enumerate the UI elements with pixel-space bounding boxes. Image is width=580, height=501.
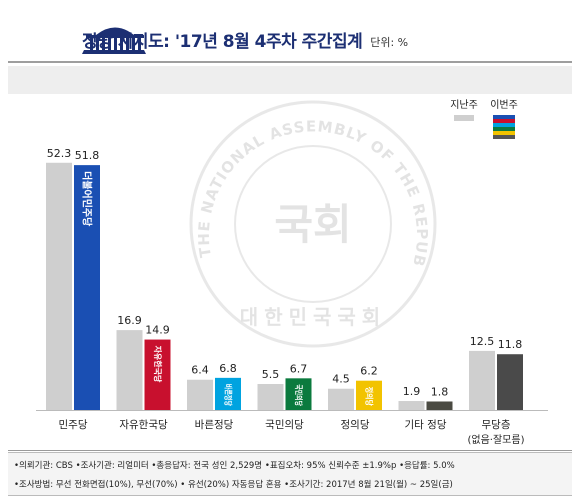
bar-previous-week — [187, 379, 213, 410]
bar-current-week — [74, 165, 100, 410]
legend-current-swatch — [493, 115, 515, 119]
bar-group-2: 바른정당 6.4 6.8 바른정당 — [187, 362, 241, 431]
category-label: 자유한국당 — [119, 419, 168, 431]
header-band — [8, 66, 572, 95]
value-label-current: 51.8 — [75, 149, 100, 162]
legend-current-label: 이번주 — [490, 99, 518, 111]
footer-line-1: •의뢰기관: CBS •조사기관: 리얼미터 •총응답자: 전국 성인 2,52… — [14, 461, 455, 471]
category-label: 무당층 — [482, 419, 511, 431]
value-label-previous: 12.5 — [470, 335, 495, 348]
watermark-inner-ring — [234, 145, 392, 303]
footer-line-2: •조사방법: 무선 전화면접(10%), 무선(70%) • 유선(20%) 자… — [14, 480, 453, 490]
header-graphics — [82, 27, 146, 54]
watermark-outer-ring — [189, 100, 437, 348]
unit-label: 단위: % — [370, 36, 409, 49]
chart-title: 정당 지지도: '17년 8월 4주차 주간집계 — [82, 32, 363, 52]
bar-current-week — [144, 339, 171, 410]
party-logo-label: 국민의당 — [294, 384, 304, 406]
watermark-seal: THE NATIONAL ASSEMBLY OF THE REPUBLIC OF… — [8, 94, 437, 348]
value-label-current: 14.9 — [145, 324, 170, 337]
national-assembly-icon — [82, 27, 146, 54]
bar-previous-week — [46, 162, 72, 410]
bar-group-3: 국민의당 5.5 6.7 국민의당 — [257, 362, 312, 431]
value-label-previous: 52.3 — [47, 147, 72, 160]
header-rule — [8, 61, 572, 63]
value-label-previous: 6.4 — [191, 364, 209, 377]
value-label-previous: 5.5 — [262, 368, 280, 381]
value-label-previous: 16.9 — [117, 314, 142, 327]
party-logo-label: 더불어민주당 — [81, 171, 94, 227]
bar-group-1: 자유한국당 16.914.9 자유한국당 — [116, 314, 171, 431]
bar-previous-week — [469, 350, 495, 410]
bar-current-week — [426, 401, 453, 410]
bar-chart: THE NATIONAL ASSEMBLY OF THE REPUBLIC OF… — [8, 94, 548, 446]
bar-previous-week — [328, 388, 354, 410]
legend-current-swatch — [493, 135, 515, 139]
survey-footer: •의뢰기관: CBS •조사기관: 리얼미터 •총응답자: 전국 성인 2,52… — [8, 452, 572, 496]
party-logo-label: 정의당 — [364, 387, 374, 407]
bar-previous-week — [257, 384, 284, 410]
legend-current-swatch — [493, 123, 515, 127]
value-label-current: 6.8 — [219, 362, 237, 375]
bar-current-week — [215, 377, 241, 410]
category-sublabel: (없음·잘모름) — [468, 433, 525, 446]
legend-current-swatch — [493, 119, 515, 123]
title-row: 정당 지지도: '17년 8월 4주차 주간집계 단위: % — [82, 22, 408, 52]
legend-current-swatch — [493, 131, 515, 135]
value-label-current: 6.7 — [290, 362, 308, 375]
watermark-bottom-text: 대한민국국회 — [240, 305, 386, 329]
chart-area: THE NATIONAL ASSEMBLY OF THE REPUBLIC OF… — [8, 94, 572, 451]
category-label: 정의당 — [341, 419, 370, 431]
category-label: 국민의당 — [265, 419, 304, 431]
bar-group-6: 12.5 11.8 무당층 (없음·잘모름) — [468, 335, 525, 446]
watermark-center-text: 국회 — [274, 200, 351, 249]
party-logo-label: 자유한국당 — [153, 346, 163, 383]
legend: 지난주 이번주 — [450, 99, 518, 139]
bar-previous-week — [398, 401, 425, 410]
bar-current-week — [497, 354, 523, 410]
bar-group-4: 정의당 4.5 6.2 정의당 — [328, 365, 382, 431]
party-logo-label: 바른정당 — [223, 384, 233, 407]
value-label-current: 11.8 — [498, 338, 523, 351]
value-label-previous: 4.5 — [332, 373, 350, 386]
category-label: 기타 정당 — [405, 419, 447, 431]
bar-group-5: 1.9 1.8 기타 정당 — [398, 385, 453, 431]
bar-previous-week — [116, 330, 143, 410]
value-label-current: 6.2 — [360, 365, 378, 378]
legend-previous-swatch — [454, 115, 474, 121]
bar-current-week — [356, 380, 382, 410]
value-label-current: 1.8 — [431, 385, 449, 398]
bar-current-week — [285, 378, 312, 410]
legend-previous-label: 지난주 — [450, 99, 478, 111]
category-label: 바른정당 — [195, 419, 234, 431]
value-label-previous: 1.9 — [403, 385, 421, 398]
bar-group-0: 더불어민주당 52.3 51.8 민주당 — [46, 147, 100, 431]
category-label: 민주당 — [59, 419, 88, 431]
legend-current-swatch — [493, 127, 515, 131]
